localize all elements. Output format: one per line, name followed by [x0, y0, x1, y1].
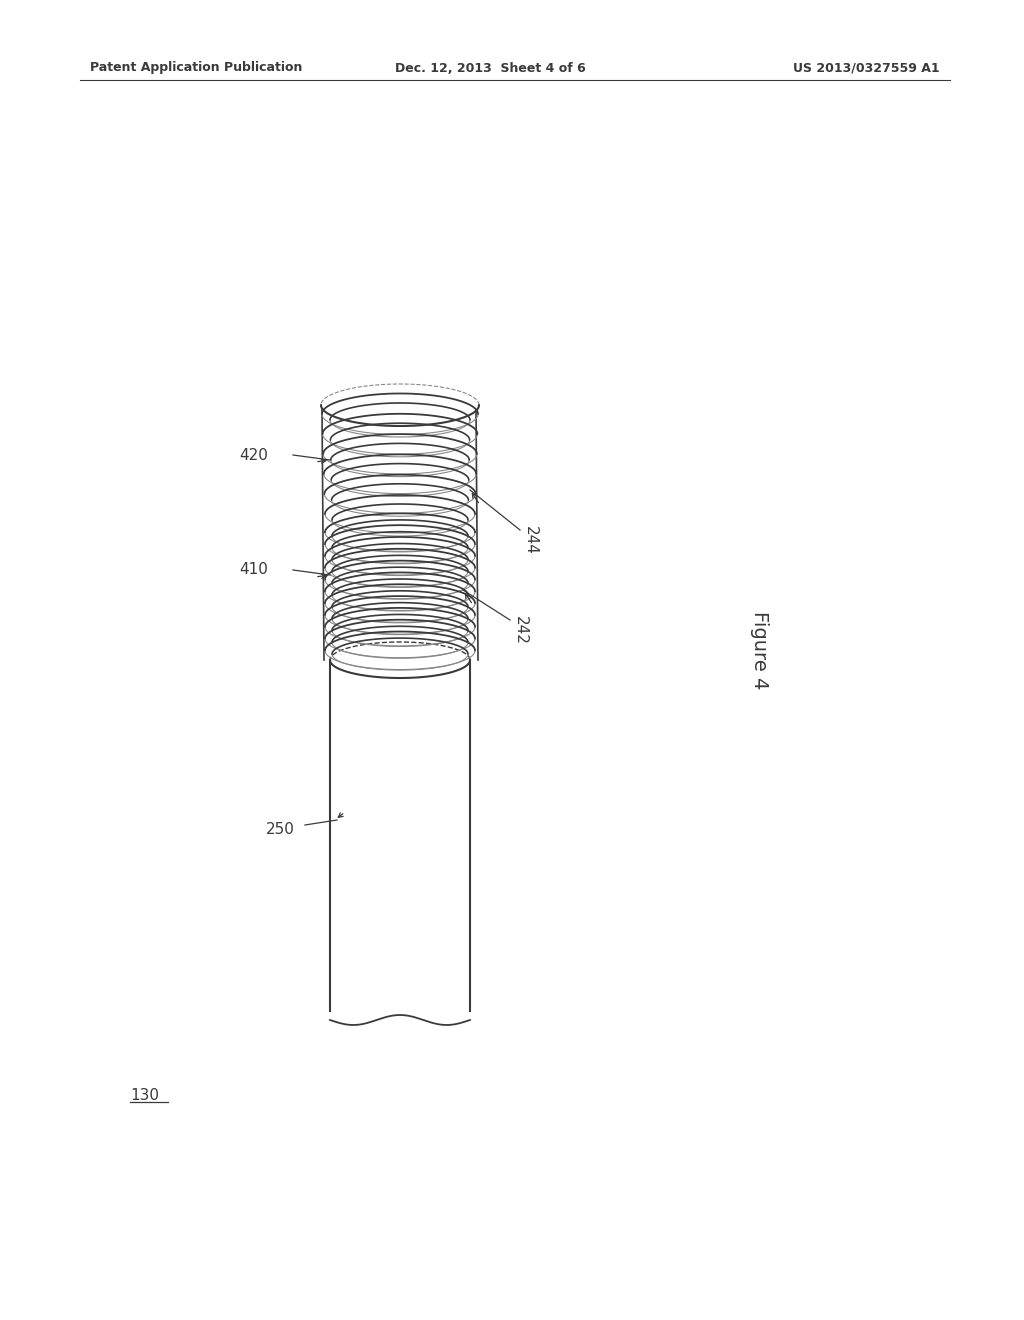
Text: Dec. 12, 2013  Sheet 4 of 6: Dec. 12, 2013 Sheet 4 of 6	[394, 62, 586, 74]
Text: 410: 410	[240, 562, 268, 578]
Text: 244: 244	[522, 525, 538, 554]
Text: US 2013/0327559 A1: US 2013/0327559 A1	[794, 62, 940, 74]
Text: 242: 242	[512, 615, 527, 644]
Text: Figure 4: Figure 4	[751, 611, 769, 689]
Text: Patent Application Publication: Patent Application Publication	[90, 62, 302, 74]
Text: 250: 250	[266, 822, 295, 837]
Text: 420: 420	[240, 447, 268, 462]
Text: 130: 130	[130, 1088, 159, 1102]
